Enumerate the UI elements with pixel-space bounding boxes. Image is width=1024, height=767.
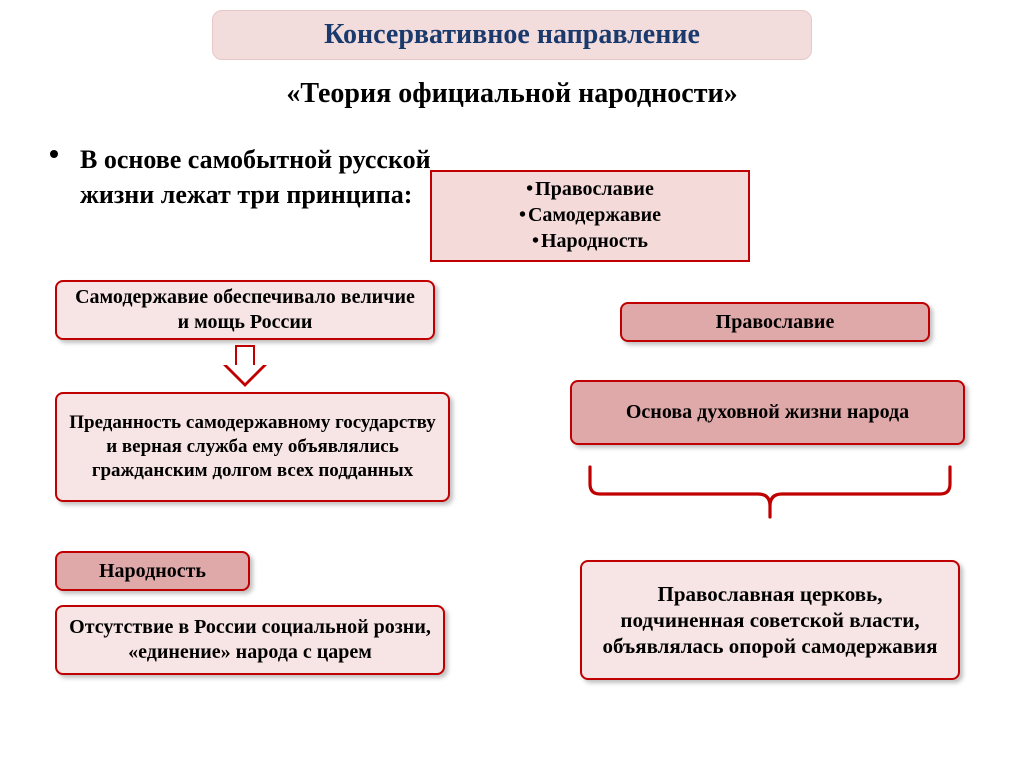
bullet-icon: [50, 150, 58, 158]
subtitle: «Теория официальной народности»: [286, 78, 737, 110]
box-predannost: Преданность самодержавному государству и…: [55, 392, 450, 502]
down-arrow-icon: [223, 345, 267, 389]
label-narodnost: Народность: [55, 551, 250, 591]
box-cerkov-text: Православная церковь, подчиненная советс…: [594, 581, 946, 660]
box-samoderzhavie: Самодержавие обеспечивало величие и мощь…: [55, 280, 435, 340]
triplet-item-2: Народность: [438, 228, 742, 254]
label-pravoslavie-text: Православие: [716, 310, 835, 335]
box-otsutstvie: Отсутствие в России социальной розни, «е…: [55, 605, 445, 675]
triplet-item-1: Самодержавие: [438, 202, 742, 228]
triplet-box: Православие Самодержавие Народность: [430, 170, 750, 262]
box-predannost-text: Преданность самодержавному государству и…: [69, 411, 436, 482]
box-osnova-text: Основа духовной жизни народа: [626, 400, 909, 425]
brace-icon: [580, 462, 960, 522]
page-title: Консервативное направление: [324, 19, 700, 51]
box-osnova: Основа духовной жизни народа: [570, 380, 965, 445]
label-narodnost-text: Народность: [99, 559, 206, 584]
page-title-pill: Консервативное направление: [212, 10, 812, 60]
box-samoderzhavie-text: Самодержавие обеспечивало величие и мощь…: [69, 285, 421, 335]
box-cerkov: Православная церковь, подчиненная советс…: [580, 560, 960, 680]
label-pravoslavie: Православие: [620, 302, 930, 342]
box-otsutstvie-text: Отсутствие в России социальной розни, «е…: [69, 615, 431, 665]
triplet-item-0: Православие: [438, 176, 742, 202]
intro-text: В основе самобытной русской жизни лежат …: [50, 142, 470, 212]
